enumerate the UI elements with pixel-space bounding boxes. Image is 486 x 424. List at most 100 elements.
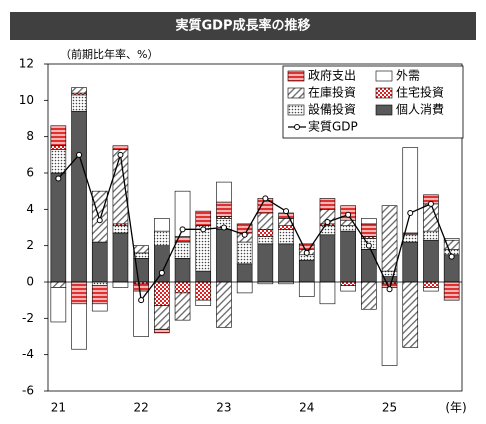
y-tick-label: -4 <box>22 347 34 361</box>
gdp-marker <box>283 208 290 215</box>
bar-segment <box>216 201 232 217</box>
x-tick-label: 25 <box>382 401 397 415</box>
y-axis-label: （前期比年率、%） <box>60 47 158 61</box>
bar-segment <box>423 230 439 241</box>
gdp-marker <box>241 231 248 238</box>
legend-label: 個人消費 <box>396 102 444 117</box>
gdp-marker <box>365 242 372 249</box>
bar-segment <box>381 205 398 272</box>
gdp-marker <box>76 151 83 158</box>
bar-segment <box>154 218 170 232</box>
y-tick-label: 8 <box>26 129 34 143</box>
bar-segment <box>361 281 377 310</box>
bar-segment <box>361 249 377 283</box>
bar-segment <box>50 281 67 288</box>
bar-segment <box>257 229 274 237</box>
bar-segment <box>50 145 67 150</box>
bar-segment <box>361 223 377 237</box>
bar-segment <box>195 225 212 272</box>
bar-segment <box>402 147 419 234</box>
bar-segment <box>174 241 191 259</box>
bar-segment <box>71 281 87 305</box>
legend-swatch <box>375 104 393 116</box>
gdp-marker <box>117 151 124 158</box>
y-tick-label: -6 <box>22 384 34 398</box>
bar-segment <box>91 281 108 286</box>
bar-segment <box>298 243 315 250</box>
bar-segment <box>298 259 315 283</box>
gdp-marker <box>262 195 269 202</box>
chart-title: 実質GDP成長率の推移 <box>176 18 311 34</box>
title-bar <box>10 12 476 40</box>
legend-label: 住宅投資 <box>396 85 444 100</box>
bar-segment <box>216 281 232 328</box>
legend-label: 外需 <box>396 69 420 83</box>
bar-segment <box>174 190 191 237</box>
bar-segment <box>174 281 191 294</box>
bar-segment <box>402 241 419 283</box>
legend-swatch <box>287 70 305 82</box>
bar-segment <box>278 243 294 283</box>
bar-segment <box>443 238 460 241</box>
legend-label: 実質GDP <box>308 119 358 134</box>
bar-segment <box>278 225 294 230</box>
bar-segment <box>71 110 87 283</box>
bar-segment <box>340 281 356 286</box>
bar-segment <box>112 225 129 234</box>
gdp-marker <box>303 249 310 256</box>
bar-segment <box>381 287 398 366</box>
bar-segment <box>216 181 232 203</box>
bar-segment <box>112 145 129 150</box>
gdp-marker <box>345 211 352 218</box>
y-tick-label: 6 <box>26 166 34 180</box>
bar-segment <box>319 281 336 305</box>
bar-segment <box>236 263 253 283</box>
y-tick-label: 0 <box>26 275 34 289</box>
x-tick-label: 23 <box>216 401 231 415</box>
gdp-marker <box>220 224 227 231</box>
bar-segment <box>340 285 356 292</box>
bar-segment <box>50 287 67 323</box>
x-tick-label: 24 <box>299 401 314 415</box>
bar-segment <box>298 281 315 297</box>
bar-segment <box>319 198 336 210</box>
bar-segment <box>174 292 191 321</box>
bar-segment <box>443 281 460 301</box>
y-tick-label: 2 <box>26 238 34 252</box>
gdp-marker <box>179 226 186 233</box>
bar-segment <box>112 149 129 225</box>
gdp-marker <box>96 217 103 224</box>
bar-segment <box>195 210 212 226</box>
gdp-marker <box>427 200 434 207</box>
bar-segment <box>195 281 212 301</box>
bar-segment <box>257 212 274 230</box>
bar-segment <box>423 239 439 283</box>
bar-segment <box>154 305 170 330</box>
gdp-marker <box>55 175 62 182</box>
bar-segment <box>340 230 356 283</box>
y-tick-label: 4 <box>26 202 34 216</box>
bar-segment <box>112 232 129 283</box>
bar-segment <box>361 218 377 225</box>
bar-segment <box>195 270 212 283</box>
legend-label: 政府支出 <box>308 68 356 83</box>
bar-segment <box>91 241 108 283</box>
bar-segment <box>133 245 149 254</box>
gdp-marker <box>407 209 414 216</box>
bar-segment <box>257 236 274 245</box>
bar-segment <box>278 229 294 245</box>
bar-segment <box>71 87 87 94</box>
bar-segment <box>154 230 170 246</box>
gdp-marker <box>448 253 455 260</box>
bar-segment <box>402 234 419 243</box>
x-tick-label: 22 <box>134 401 149 415</box>
bar-segment <box>154 328 170 334</box>
x-unit: (年) <box>445 401 466 415</box>
bar-segment <box>71 94 87 112</box>
bar-segment <box>257 243 274 283</box>
gdp-line <box>57 153 453 302</box>
bar-segment <box>195 299 212 306</box>
legend-label: 在庫投資 <box>308 85 356 100</box>
bar-segment <box>402 281 419 348</box>
bar-segment <box>423 287 439 292</box>
